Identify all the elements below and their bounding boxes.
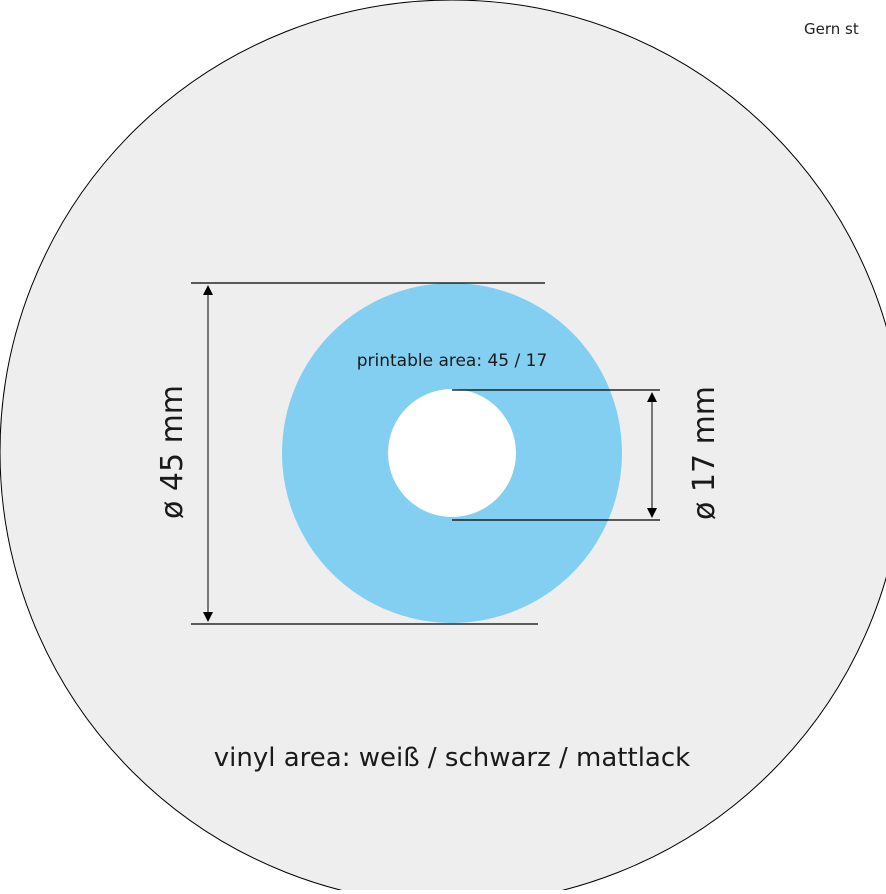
center-hole	[388, 389, 516, 517]
outer-diameter-label: ø 45 mm	[155, 385, 190, 519]
vinyl-area-label: vinyl area: weiß / schwarz / mattlack	[214, 743, 690, 773]
printable-area-label: printable area: 45 / 17	[357, 351, 548, 371]
inner-diameter-label: ø 17 mm	[687, 386, 722, 520]
corner-note-text: Gern st	[804, 20, 859, 38]
